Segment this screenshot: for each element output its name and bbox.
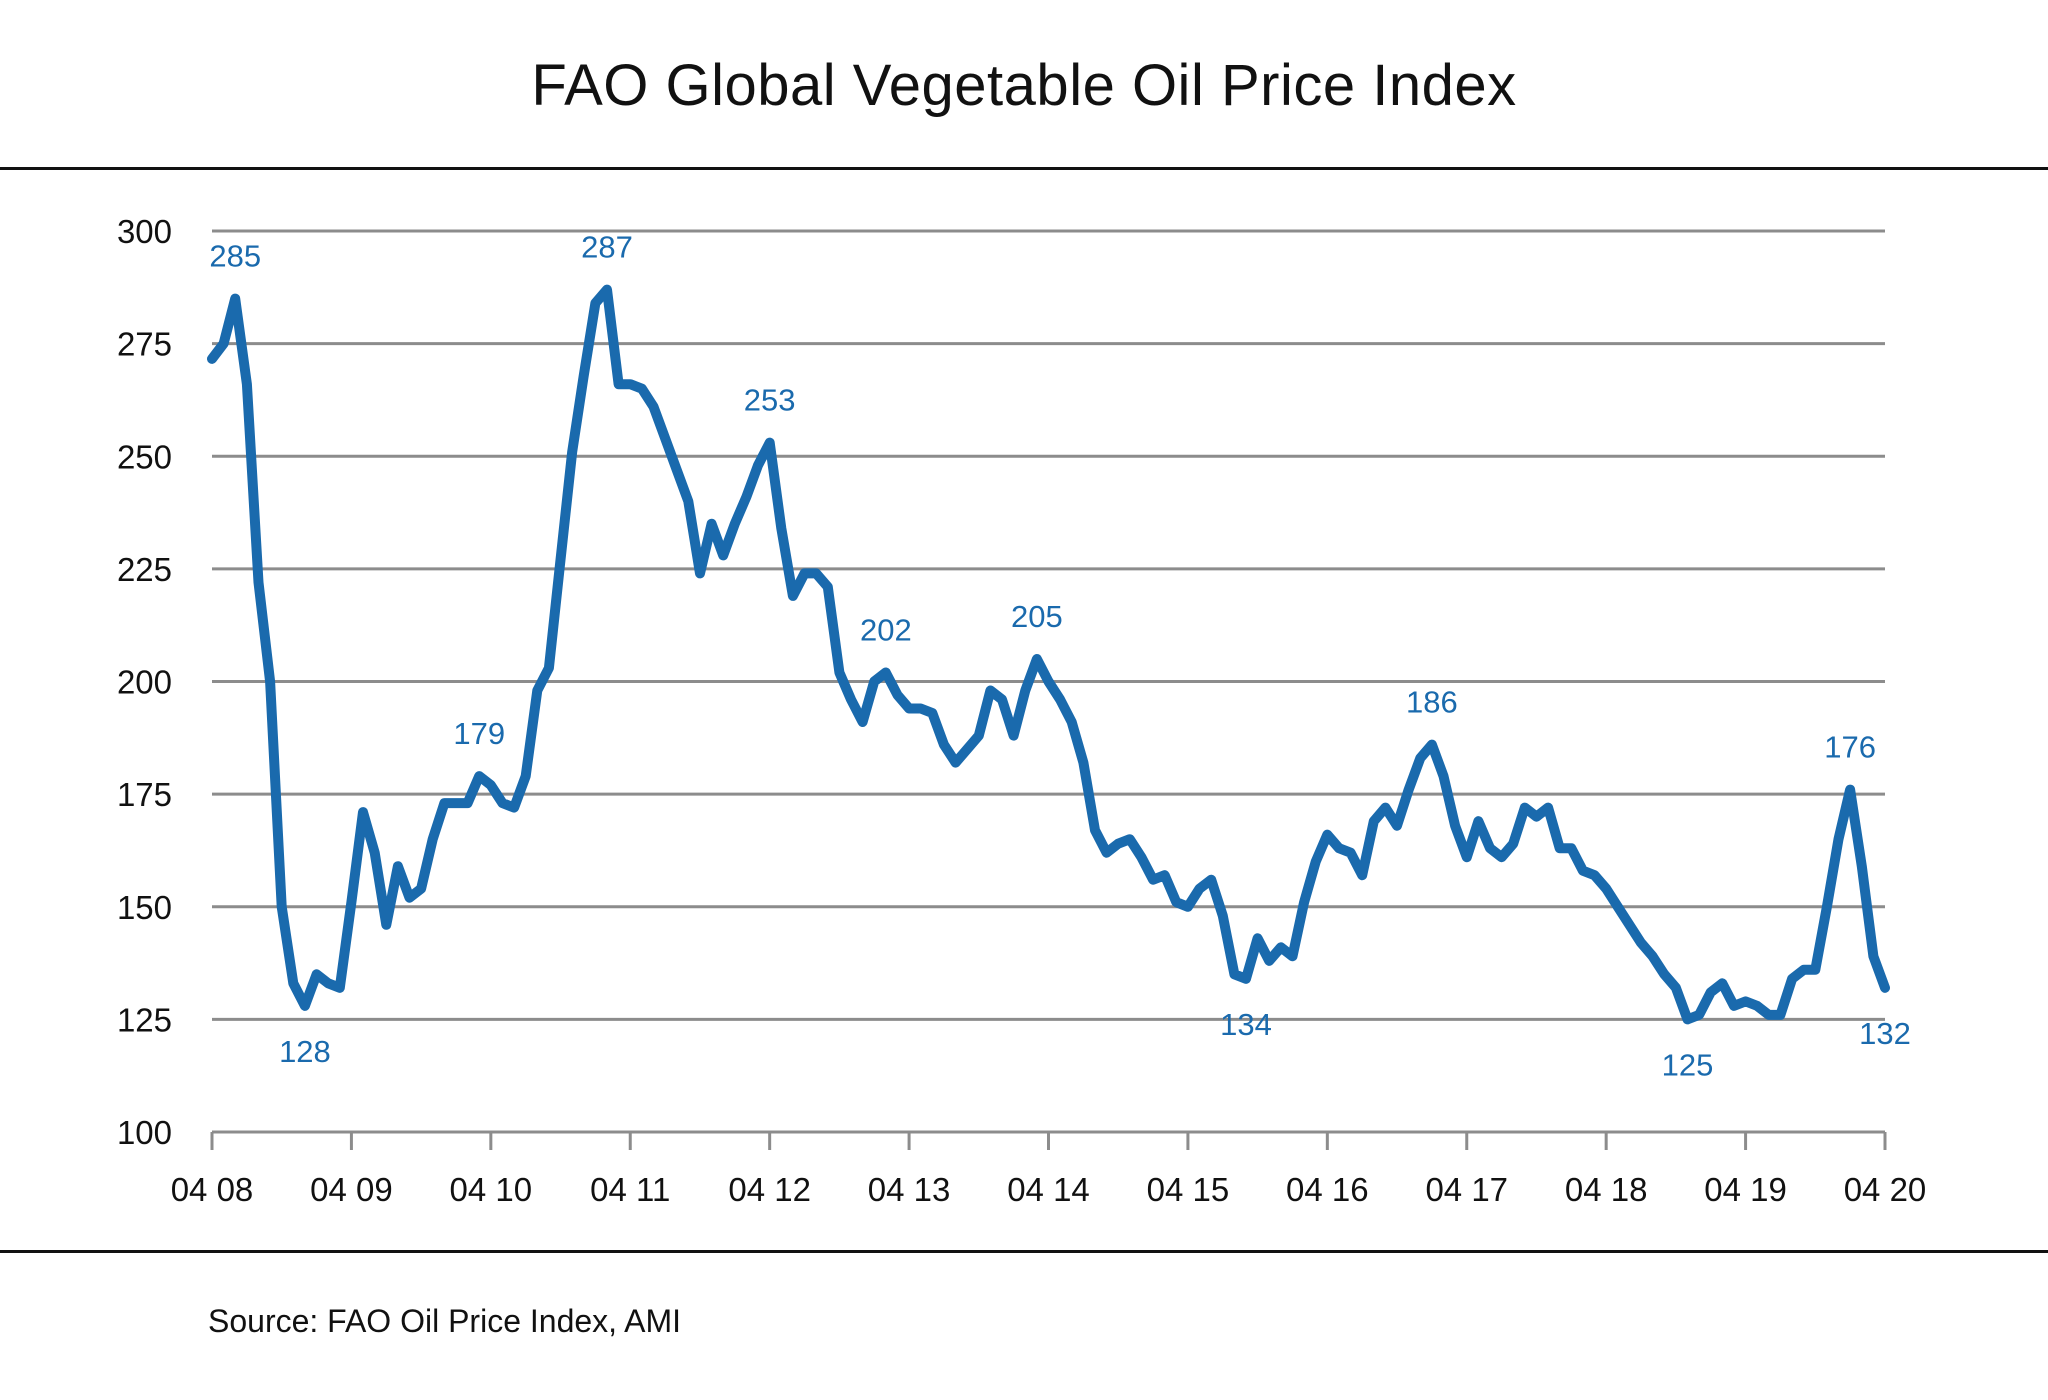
data-label: 125	[1662, 1047, 1714, 1082]
data-label: 186	[1406, 685, 1458, 720]
x-tick-label: 04 11	[590, 1171, 670, 1208]
x-tick-label: 04 14	[1007, 1171, 1090, 1208]
x-tick-label: 04 20	[1844, 1171, 1927, 1208]
x-tick-label: 04 19	[1704, 1171, 1787, 1208]
y-tick-label: 275	[117, 326, 172, 363]
data-label: 132	[1859, 1016, 1911, 1051]
x-tick-label: 04 13	[868, 1171, 951, 1208]
y-tick-label: 125	[117, 1001, 172, 1038]
data-labels: 285 128 179 287 253 202 205 134 186 125 176 132	[209, 230, 1910, 1083]
series-line	[207, 284, 1890, 1025]
x-tick-label: 04 15	[1147, 1171, 1230, 1208]
chart-title: FAO Global Vegetable Oil Price Index	[531, 53, 1517, 118]
y-axis-ticks: 100 125 150 175 200 225 250 275 300	[117, 213, 172, 1151]
y-tick-label: 175	[117, 776, 172, 813]
x-tick-label: 04 08	[171, 1171, 254, 1208]
data-label: 202	[860, 612, 912, 647]
y-tick-label: 300	[117, 213, 172, 250]
y-tick-label: 250	[117, 438, 172, 475]
data-label: 179	[453, 716, 505, 751]
x-tick-label: 04 12	[728, 1171, 811, 1208]
data-label: 287	[581, 230, 633, 265]
y-tick-label: 150	[117, 889, 172, 926]
x-tick-label: 04 17	[1425, 1171, 1508, 1208]
x-tick-label: 04 18	[1565, 1171, 1648, 1208]
series	[207, 284, 1890, 1025]
data-label: 128	[279, 1034, 331, 1069]
y-tick-label: 225	[117, 551, 172, 588]
data-label: 205	[1011, 599, 1063, 634]
x-tick-label: 04 10	[450, 1171, 533, 1208]
x-axis: 04 08 04 09 04 10 04 11 04 12 04 13 04 14 04 15…	[171, 1132, 1927, 1208]
data-label: 285	[209, 239, 261, 274]
data-label: 134	[1220, 1007, 1272, 1042]
x-tick-label: 04 16	[1286, 1171, 1369, 1208]
data-label: 253	[744, 383, 796, 418]
data-label: 176	[1824, 730, 1876, 765]
y-tick-label: 200	[117, 664, 172, 701]
x-tick-label: 04 09	[310, 1171, 393, 1208]
bottom-divider	[0, 1250, 2048, 1253]
y-tick-label: 100	[117, 1114, 172, 1151]
source-note: Source: FAO Oil Price Index, AMI	[208, 1303, 682, 1339]
top-divider	[0, 167, 2048, 170]
